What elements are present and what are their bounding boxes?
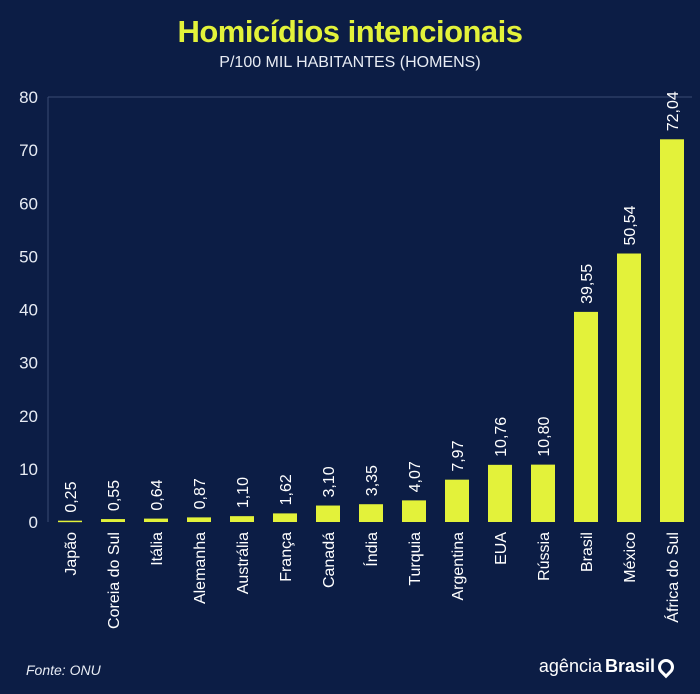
chart-subtitle: P/100 MIL HABITANTES (HOMENS) xyxy=(219,54,481,71)
y-tick-label: 80 xyxy=(19,88,38,107)
chart-title: Homicídios intencionais xyxy=(177,14,523,49)
x-tick-label: México xyxy=(622,532,639,583)
value-label: 50,54 xyxy=(622,205,639,245)
bar xyxy=(230,516,254,522)
x-tick-label: EUA xyxy=(493,532,510,565)
x-tick-label: Brasil xyxy=(579,532,596,572)
x-tick-label: Coreia do Sul xyxy=(106,532,123,629)
x-tick-label: Itália xyxy=(149,532,166,566)
logo-text-light: agência xyxy=(538,656,602,676)
value-label: 0,87 xyxy=(192,478,209,509)
y-tick-label: 10 xyxy=(19,460,38,479)
bar xyxy=(574,311,598,522)
value-label: 0,64 xyxy=(149,479,166,510)
source-note: Fonte: ONU xyxy=(26,662,101,678)
value-label: 1,62 xyxy=(278,474,295,505)
bar xyxy=(359,504,383,522)
bar xyxy=(144,518,168,522)
bar xyxy=(101,519,125,522)
bar xyxy=(617,253,641,522)
value-label: 1,10 xyxy=(235,477,252,508)
y-tick-label: 70 xyxy=(19,141,38,160)
x-tick-label: Turquia xyxy=(407,532,424,586)
value-label: 7,97 xyxy=(450,440,467,471)
x-tick-label: Rússia xyxy=(536,532,553,581)
bar xyxy=(445,479,469,522)
y-tick-label: 0 xyxy=(29,513,38,532)
x-tick-label: Alemanha xyxy=(192,532,209,604)
x-tick-label: França xyxy=(278,532,295,582)
map-pin-icon xyxy=(654,655,678,678)
value-label: 10,76 xyxy=(493,417,510,457)
x-tick-label: Canadá xyxy=(321,532,338,588)
y-tick-label: 50 xyxy=(19,247,38,266)
bar xyxy=(58,520,82,523)
logo-text-bold: Brasil xyxy=(604,656,655,676)
y-tick-label: 20 xyxy=(19,407,38,426)
bar xyxy=(660,139,684,522)
value-label: 0,25 xyxy=(63,481,80,512)
value-label: 39,55 xyxy=(579,264,596,304)
y-tick-label: 60 xyxy=(19,194,38,213)
x-tick-label: África do Sul xyxy=(663,532,682,623)
bar xyxy=(531,464,555,522)
x-tick-label: Índia xyxy=(362,532,381,567)
y-tick-label: 30 xyxy=(19,354,38,373)
bar xyxy=(316,505,340,522)
y-tick-label: 40 xyxy=(19,301,38,320)
x-tick-label: Argentina xyxy=(450,532,467,601)
bar xyxy=(402,500,426,522)
value-label: 72,04 xyxy=(665,91,682,131)
bar xyxy=(488,464,512,522)
value-label: 4,07 xyxy=(407,461,424,492)
value-label: 0,55 xyxy=(106,480,123,511)
x-tick-label: Japão xyxy=(63,532,80,576)
value-label: 10,80 xyxy=(536,416,553,456)
x-tick-label: Austrália xyxy=(235,532,252,594)
bar xyxy=(187,517,211,522)
value-label: 3,10 xyxy=(321,466,338,497)
agencia-brasil-logo: agência Brasil xyxy=(538,655,678,678)
bar xyxy=(273,513,297,522)
value-label: 3,35 xyxy=(364,465,381,496)
